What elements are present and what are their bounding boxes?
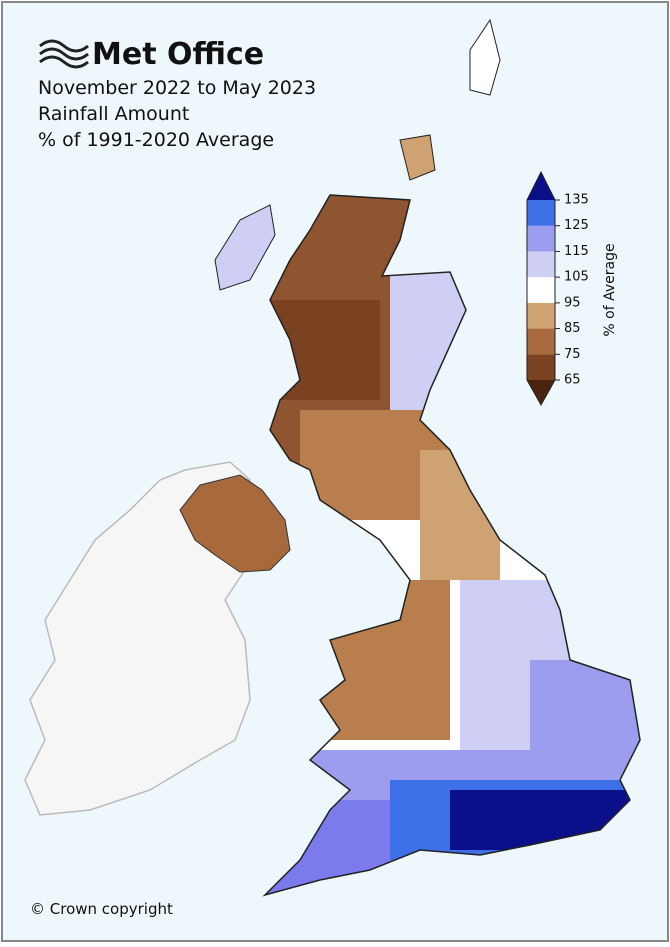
colorbar-over <box>527 172 555 200</box>
copyright: © Crown copyright <box>30 900 173 918</box>
hebrides <box>214 204 276 291</box>
colorbar-bin <box>527 200 555 226</box>
colorbar-tick-label: 135 <box>564 193 589 208</box>
title-line: Rainfall Amount <box>38 103 189 125</box>
colorbar-bin <box>527 225 555 252</box>
colorbar-label: % of Average <box>602 243 618 336</box>
colorbar-bin <box>527 251 555 278</box>
northern-ireland <box>179 474 291 573</box>
title-line: % of 1991-2020 Average <box>38 129 274 151</box>
logo-text: Met Office <box>92 37 264 72</box>
shetland <box>469 18 501 96</box>
logo-icon <box>39 39 89 69</box>
colorbar-bin <box>527 328 555 355</box>
colorbar-bin <box>527 277 555 303</box>
gb-outline <box>262 194 641 897</box>
colorbar: 65 75 85 95 105 115 125 135 <box>526 170 589 407</box>
colorbar-tick-label: 115 <box>564 244 589 259</box>
colorbar-tick-label: 75 <box>564 347 581 362</box>
colorbar-tick-label: 95 <box>564 295 581 310</box>
orkney <box>399 134 436 181</box>
colorbar-tick-label: 125 <box>564 218 589 233</box>
colorbar-under <box>527 380 555 405</box>
colorbar-tick-label: 105 <box>564 270 589 285</box>
colorbar-tick-label: 85 <box>564 321 581 336</box>
colorbar-bin <box>527 354 555 380</box>
colorbar-tick-label: 65 <box>564 373 581 388</box>
title-line: November 2022 to May 2023 <box>38 77 316 99</box>
colorbar-bin <box>527 302 555 329</box>
